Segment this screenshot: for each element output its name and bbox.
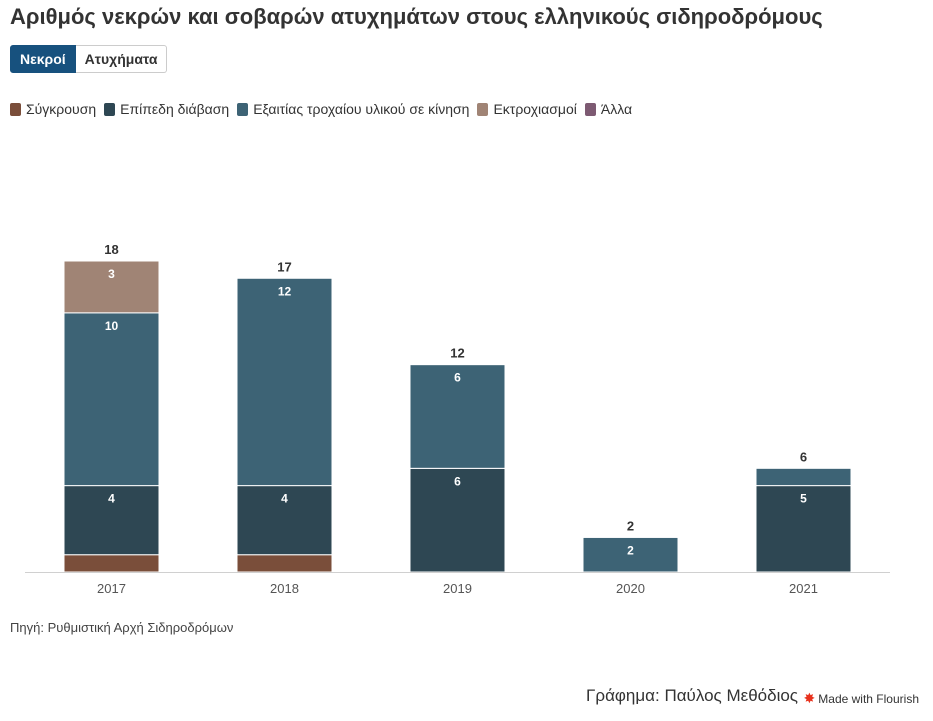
- bar-total-label: 18: [104, 242, 118, 257]
- legend-item-other[interactable]: Άλλα: [584, 101, 633, 117]
- author-credit: Γράφημα: Παύλος Μεθόδιος: [586, 686, 798, 705]
- bar-segment: [236, 554, 333, 573]
- bar-segment: [409, 364, 506, 469]
- legend-swatch: [584, 102, 596, 116]
- bar-segment: [63, 260, 160, 314]
- legend-item-collision[interactable]: Σύγκρουση: [10, 101, 96, 117]
- flourish-label: Made with Flourish: [818, 691, 919, 706]
- bar-total-label: 6: [800, 449, 807, 464]
- legend-item-level-crossing[interactable]: Επίπεδη διάβαση: [104, 101, 229, 117]
- bar-segment: [236, 277, 333, 487]
- bar-total-label: 17: [277, 259, 291, 274]
- bar-segment: [755, 485, 852, 573]
- segment-value-label: 6: [454, 371, 461, 385]
- bar-segment: [755, 467, 852, 487]
- legend-swatch: [104, 102, 116, 116]
- x-tick-label: 2020: [616, 581, 645, 596]
- x-tick-label: 2021: [789, 581, 818, 596]
- x-tick-label: 2019: [443, 581, 472, 596]
- bar-segment: [236, 485, 333, 556]
- flourish-icon: ✸: [803, 690, 816, 706]
- legend-swatch: [10, 102, 21, 116]
- segment-value-label: 10: [105, 319, 119, 333]
- x-tick-label: 2018: [270, 581, 299, 596]
- segment-value-label: 4: [108, 492, 115, 506]
- metric-tabs: Νεκροί Ατυχήματα: [10, 45, 168, 73]
- legend-label: Εξαιτίας τροχαίου υλικού σε κίνηση: [253, 101, 470, 117]
- bar-total-label: 2: [627, 518, 634, 533]
- bar-segment: [409, 467, 506, 573]
- bar-segment: [63, 312, 160, 487]
- legend-item-rolling-stock[interactable]: Εξαιτίας τροχαίου υλικού σε κίνηση: [237, 101, 469, 117]
- legend-swatch: [237, 102, 249, 116]
- stacked-bar-chart: 4 10 3 18 2017 4 12 17 2018 6 6 12 2019 2 2 2020 5 6 2021: [25, 242, 890, 596]
- segment-value-label: 6: [454, 474, 461, 488]
- chart-title: Αριθμός νεκρών και σοβαρών ατυχημάτων στ…: [10, 4, 823, 29]
- flourish-link[interactable]: ✸ Made with Flourish: [804, 690, 919, 707]
- segment-value-label: 3: [108, 267, 115, 281]
- segment-value-label: 4: [281, 492, 288, 506]
- tab-accidents[interactable]: Ατυχήματα: [75, 45, 168, 73]
- bar-segment: [63, 485, 160, 556]
- legend-item-derailments[interactable]: Εκτροχιασμοί: [477, 101, 577, 117]
- legend-label: Άλλα: [600, 101, 633, 117]
- legend-label: Επίπεδη διάβαση: [120, 101, 230, 117]
- segment-value-label: 5: [800, 492, 807, 506]
- segment-value-label: 12: [278, 284, 292, 298]
- segment-value-label: 2: [627, 543, 634, 557]
- legend-swatch: [477, 102, 489, 116]
- bar-segment: [63, 554, 160, 573]
- tab-deaths[interactable]: Νεκροί: [10, 45, 76, 73]
- source-note: Πηγή: Ρυθμιστική Αρχή Σιδηροδρόμων: [10, 620, 234, 635]
- legend-label: Εκτροχιασμοί: [493, 101, 577, 117]
- x-tick-label: 2017: [97, 581, 126, 596]
- bar-total-label: 12: [450, 346, 464, 361]
- legend: Σύγκρουση Επίπεδη διάβαση Εξαιτίας τροχα…: [10, 101, 640, 117]
- legend-label: Σύγκρουση: [26, 101, 97, 117]
